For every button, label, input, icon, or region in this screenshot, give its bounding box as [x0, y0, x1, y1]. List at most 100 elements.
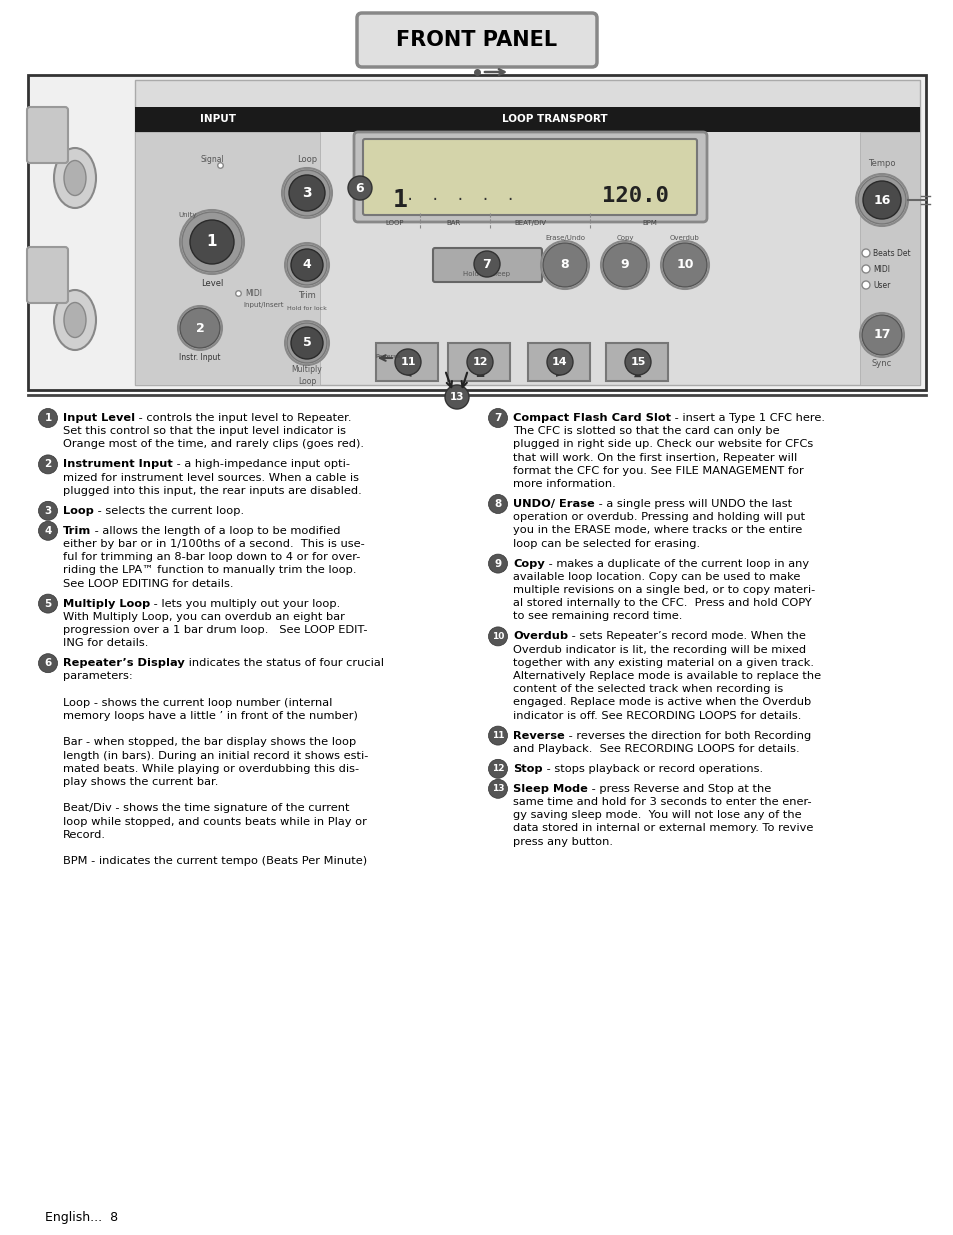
Circle shape — [287, 324, 327, 363]
Text: Instrument Input: Instrument Input — [63, 459, 172, 469]
Circle shape — [624, 350, 650, 375]
Text: - makes a duplicate of the current loop in any: - makes a duplicate of the current loop … — [544, 558, 808, 568]
Text: - a high-impedance input opti-: - a high-impedance input opti- — [172, 459, 350, 469]
Circle shape — [859, 312, 903, 357]
Text: al stored internally to the CFC.  Press and hold COPY: al stored internally to the CFC. Press a… — [513, 598, 811, 608]
Bar — [135, 80, 919, 385]
Text: 10: 10 — [492, 632, 503, 641]
Text: Sync: Sync — [871, 358, 891, 368]
Ellipse shape — [64, 161, 86, 195]
Circle shape — [444, 385, 469, 409]
Text: content of the selected track when recording is: content of the selected track when recor… — [513, 684, 782, 694]
Text: 1: 1 — [392, 188, 407, 212]
Text: loop while stopped, and counts beats while in Play or: loop while stopped, and counts beats whi… — [63, 816, 367, 826]
Text: Loop: Loop — [296, 156, 316, 164]
Circle shape — [38, 594, 57, 613]
FancyBboxPatch shape — [27, 247, 68, 303]
Bar — [135, 132, 319, 385]
Text: press any button.: press any button. — [513, 836, 613, 847]
Text: LOOP TRANSPORT: LOOP TRANSPORT — [501, 114, 607, 124]
Circle shape — [285, 243, 329, 287]
Text: - allows the length of a loop to be modified: - allows the length of a loop to be modi… — [91, 526, 340, 536]
Bar — [859, 132, 919, 385]
Text: 4: 4 — [44, 526, 51, 536]
Text: 120.0: 120.0 — [601, 186, 668, 206]
Text: 4: 4 — [302, 258, 311, 272]
Text: 1: 1 — [207, 235, 217, 249]
Text: 6: 6 — [45, 658, 51, 668]
Circle shape — [540, 241, 588, 289]
Text: Reverse: Reverse — [375, 354, 400, 359]
Circle shape — [862, 282, 869, 289]
Circle shape — [38, 454, 57, 474]
Text: available loop location. Copy can be used to make: available loop location. Copy can be use… — [513, 572, 800, 582]
Text: Erase/Undo: Erase/Undo — [544, 235, 584, 241]
Text: Hold to Cleep: Hold to Cleep — [463, 270, 510, 277]
Text: English...  8: English... 8 — [45, 1212, 118, 1224]
Text: Reverse: Reverse — [513, 731, 564, 741]
Circle shape — [662, 243, 706, 287]
Text: INPUT: INPUT — [200, 114, 235, 124]
Text: mated beats. While playing or overdubbing this dis-: mated beats. While playing or overdubbin… — [63, 763, 358, 774]
Text: 2: 2 — [45, 459, 51, 469]
Circle shape — [291, 249, 323, 282]
Text: 8: 8 — [560, 258, 569, 272]
Text: With Multiply Loop, you can overdub an eight bar: With Multiply Loop, you can overdub an e… — [63, 611, 345, 621]
Text: play shows the current bar.: play shows the current bar. — [63, 777, 218, 787]
Circle shape — [862, 249, 869, 257]
Circle shape — [862, 315, 901, 354]
Text: Copy: Copy — [513, 558, 544, 568]
Text: Trim: Trim — [63, 526, 91, 536]
Text: 11: 11 — [400, 357, 416, 367]
Circle shape — [287, 245, 327, 285]
Text: Loop - shows the current loop number (internal: Loop - shows the current loop number (in… — [63, 698, 332, 708]
Text: BEAT/DIV: BEAT/DIV — [514, 220, 545, 226]
Circle shape — [38, 653, 57, 673]
Text: Loop: Loop — [63, 506, 93, 516]
Circle shape — [38, 409, 57, 427]
Text: indicates the status of four crucial: indicates the status of four crucial — [185, 658, 383, 668]
Text: length (in bars). During an initial record it shows esti-: length (in bars). During an initial reco… — [63, 751, 368, 761]
Text: ful for trimming an 8-bar loop down to 4 or for over-: ful for trimming an 8-bar loop down to 4… — [63, 552, 360, 562]
Text: 13: 13 — [449, 391, 464, 403]
FancyBboxPatch shape — [27, 107, 68, 163]
Text: Multiply: Multiply — [292, 366, 322, 374]
Text: 10: 10 — [676, 258, 693, 272]
Text: 3: 3 — [302, 186, 312, 200]
Text: Signal: Signal — [200, 156, 224, 164]
Text: MIDI: MIDI — [872, 264, 889, 273]
Circle shape — [180, 210, 244, 274]
Text: ·  ·  ·  ·  ·: · · · · · — [405, 193, 514, 207]
Circle shape — [474, 251, 499, 277]
Bar — [135, 107, 919, 132]
Circle shape — [488, 409, 507, 427]
Text: Input/Insert: Input/Insert — [243, 303, 283, 308]
Text: either by bar or in 1/100ths of a second.  This is use-: either by bar or in 1/100ths of a second… — [63, 538, 364, 550]
Text: User: User — [872, 280, 889, 289]
Text: 3: 3 — [45, 506, 51, 516]
Text: Set this control so that the input level indicator is: Set this control so that the input level… — [63, 426, 346, 436]
Text: The CFC is slotted so that the card can only be: The CFC is slotted so that the card can … — [513, 426, 779, 436]
Circle shape — [190, 220, 233, 264]
Text: 17: 17 — [872, 329, 890, 342]
Text: 12: 12 — [472, 357, 487, 367]
Circle shape — [178, 306, 222, 350]
Text: ►: ► — [556, 368, 563, 378]
Text: Tempo: Tempo — [867, 158, 895, 168]
Circle shape — [348, 177, 372, 200]
Text: Orange most of the time, and rarely clips (goes red).: Orange most of the time, and rarely clip… — [63, 440, 364, 450]
Text: ■: ■ — [475, 368, 484, 378]
Text: - stops playback or record operations.: - stops playback or record operations. — [542, 763, 762, 774]
Text: - controls the input level to Repeater.: - controls the input level to Repeater. — [135, 412, 352, 424]
Circle shape — [282, 168, 332, 219]
Text: ▲: ▲ — [634, 368, 641, 378]
FancyBboxPatch shape — [363, 140, 697, 215]
Text: Hold for lock: Hold for lock — [287, 305, 327, 310]
Text: FRONT PANEL: FRONT PANEL — [396, 30, 557, 49]
Text: to see remaining record time.: to see remaining record time. — [513, 611, 681, 621]
Circle shape — [488, 726, 507, 745]
Text: 13: 13 — [491, 784, 504, 793]
Circle shape — [488, 627, 507, 646]
Circle shape — [38, 501, 57, 520]
Bar — [527, 343, 589, 382]
